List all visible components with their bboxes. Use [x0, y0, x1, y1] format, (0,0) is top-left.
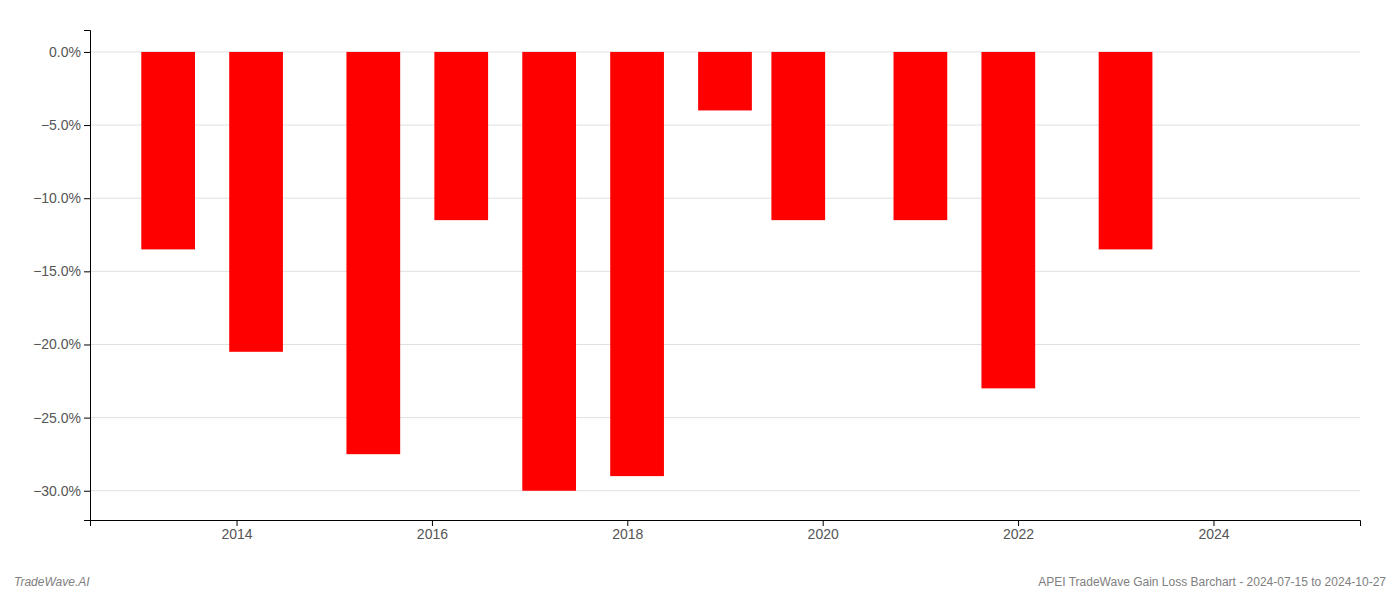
plot: 0.0% −5.0% −10.0% −15.0% −20.0% −25.0% −30.0% 2… — [33, 31, 1360, 542]
x-axis: 2014 2016 2018 2020 2022 2024 — [91, 520, 1361, 542]
tick-mark — [84, 491, 90, 492]
tick-label: −15.0% — [33, 263, 81, 279]
footer-left: TradeWave.AI — [14, 575, 90, 589]
tick-label: 2022 — [1003, 526, 1034, 542]
grid-line — [90, 417, 1360, 418]
tick: 2014 — [221, 520, 252, 542]
axis-line — [84, 31, 91, 521]
tick-label: −30.0% — [33, 483, 81, 499]
bar — [1099, 52, 1153, 249]
bar — [771, 52, 825, 220]
tick: −20.0% — [33, 336, 90, 352]
bar — [522, 52, 576, 491]
tick-label: −25.0% — [33, 410, 81, 426]
tick: 2016 — [417, 520, 448, 542]
bar — [894, 52, 948, 220]
tick-label: 2024 — [1198, 526, 1229, 542]
tick: −15.0% — [33, 263, 90, 279]
tick-mark — [84, 125, 90, 126]
tick-label: −20.0% — [33, 336, 81, 352]
bar — [229, 52, 283, 352]
footer-right: APEI TradeWave Gain Loss Barchart - 2024… — [1038, 575, 1386, 589]
tick: −30.0% — [33, 483, 90, 499]
tick: 2024 — [1198, 520, 1229, 542]
bars — [141, 52, 1152, 491]
tick-mark — [84, 344, 90, 345]
tick: 2020 — [808, 520, 839, 542]
tick-mark — [84, 418, 90, 419]
tick: −5.0% — [41, 117, 90, 133]
bar — [698, 52, 752, 111]
y-axis: 0.0% −5.0% −10.0% −15.0% −20.0% −25.0% −30.0% — [33, 31, 90, 521]
bar — [346, 52, 400, 454]
tick: 2022 — [1003, 520, 1034, 542]
tick-label: 2018 — [612, 526, 643, 542]
tick-mark — [84, 52, 90, 53]
tick: −10.0% — [33, 190, 90, 206]
tick-label: 2014 — [221, 526, 252, 542]
grid — [90, 52, 1360, 491]
tick-mark — [84, 271, 90, 272]
bar — [434, 52, 488, 220]
bar — [610, 52, 664, 476]
tick: −25.0% — [33, 410, 90, 426]
bar — [981, 52, 1035, 388]
grid-line — [90, 490, 1360, 491]
tick: 0.0% — [49, 44, 90, 60]
bar — [141, 52, 195, 249]
tick-label: 0.0% — [49, 44, 81, 60]
chart: 0.0% −5.0% −10.0% −15.0% −20.0% −25.0% −30.0% 2… — [0, 0, 1400, 600]
tick-label: 2020 — [808, 526, 839, 542]
tick: 2018 — [612, 520, 643, 542]
tick-label: −10.0% — [33, 190, 81, 206]
tick-label: −5.0% — [41, 117, 81, 133]
axis-line — [91, 521, 1361, 527]
tick-label: 2016 — [417, 526, 448, 542]
tick-mark — [84, 198, 90, 199]
